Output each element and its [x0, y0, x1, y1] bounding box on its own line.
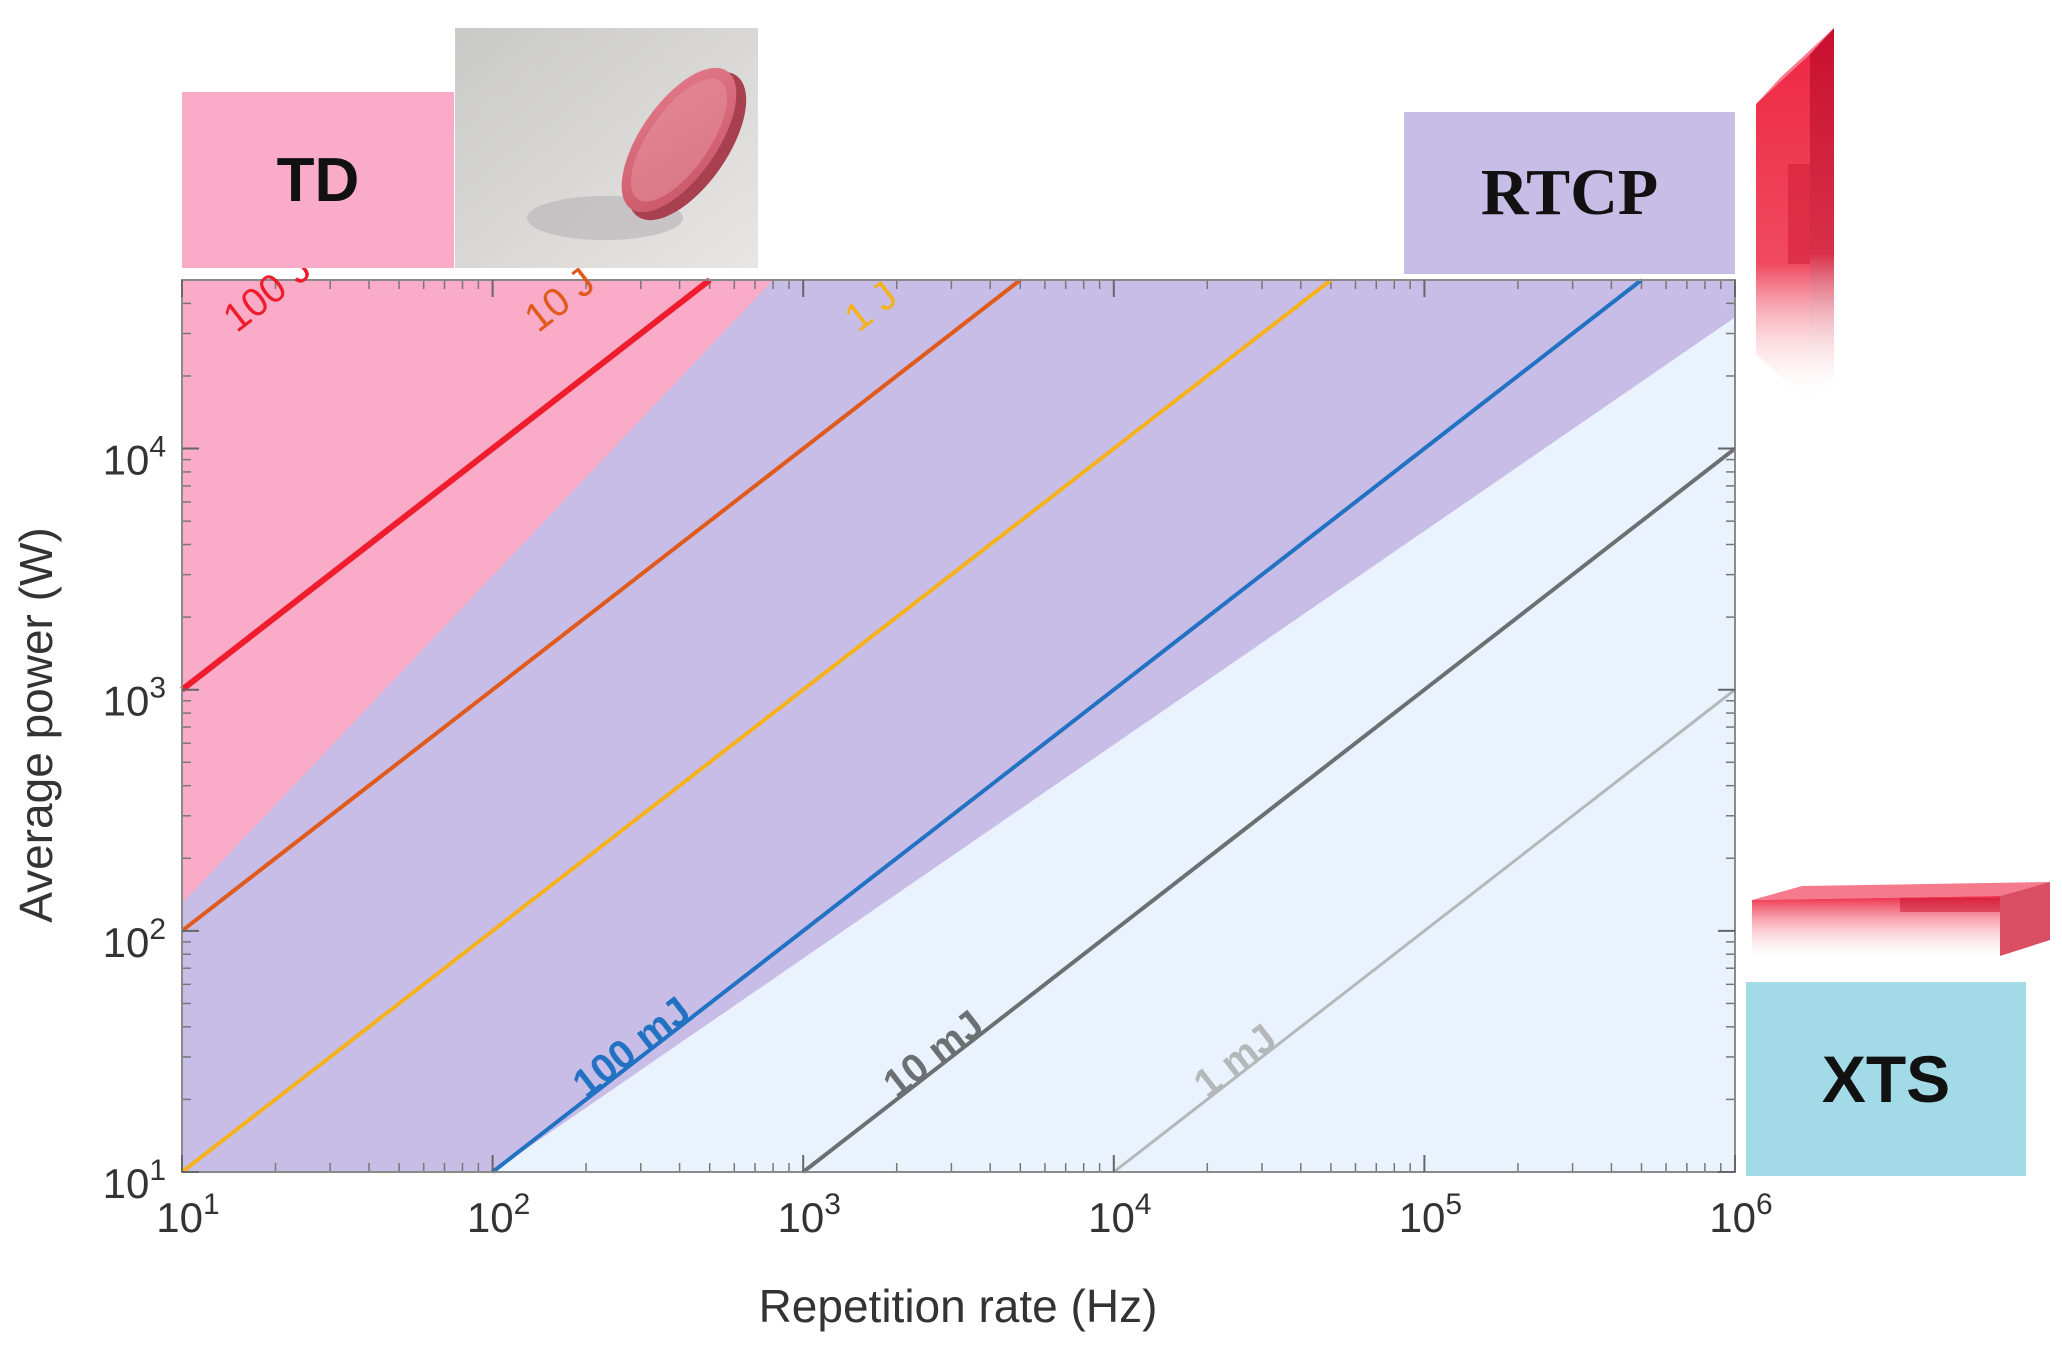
axes-frame [181, 279, 1736, 1173]
x-tick-label: 101 [156, 1188, 219, 1241]
x-tick-label: 105 [1399, 1188, 1462, 1241]
energy-lines [180, 277, 1737, 1174]
x-tick-label: 104 [1088, 1188, 1151, 1241]
laser-crystal-plate-icon [1752, 882, 2050, 960]
y-tick-label: 101 [103, 1154, 166, 1207]
series-line-10j [180, 278, 1022, 933]
region-td [182, 280, 774, 904]
y-tick-label: 103 [103, 672, 166, 725]
rtcp-badge: RTCP [1404, 112, 1735, 274]
minor-ticks [182, 279, 1735, 1172]
td-badge: TD [182, 92, 454, 268]
series-line-1j [180, 278, 1333, 1174]
y-tick-label: 102 [103, 913, 166, 966]
series-line-10mj [801, 446, 1737, 1174]
series-line-100mj [491, 278, 1643, 1174]
series-line-100j [180, 277, 712, 693]
series-line-1mj [1112, 688, 1736, 1174]
xts-badge: XTS [1746, 982, 2026, 1176]
laser-crystal-slab-icon [1756, 28, 1834, 404]
y-tick-label: 104 [103, 431, 166, 484]
x-tick-label: 106 [1709, 1188, 1772, 1241]
y-axis-label: Average power (W) [10, 527, 62, 922]
capability-regions [182, 280, 1735, 1172]
x-tick-label: 102 [467, 1188, 530, 1241]
major-ticks [181, 280, 1736, 1173]
x-tick-label: 103 [777, 1188, 840, 1241]
tick-labels: 101 102 103 104 105 106 101 102 103 104 [103, 431, 1773, 1241]
region-rtcp [182, 280, 1735, 1172]
gain-medium-disk-photo [455, 28, 758, 268]
x-axis-label: Repetition rate (Hz) [759, 1280, 1158, 1332]
